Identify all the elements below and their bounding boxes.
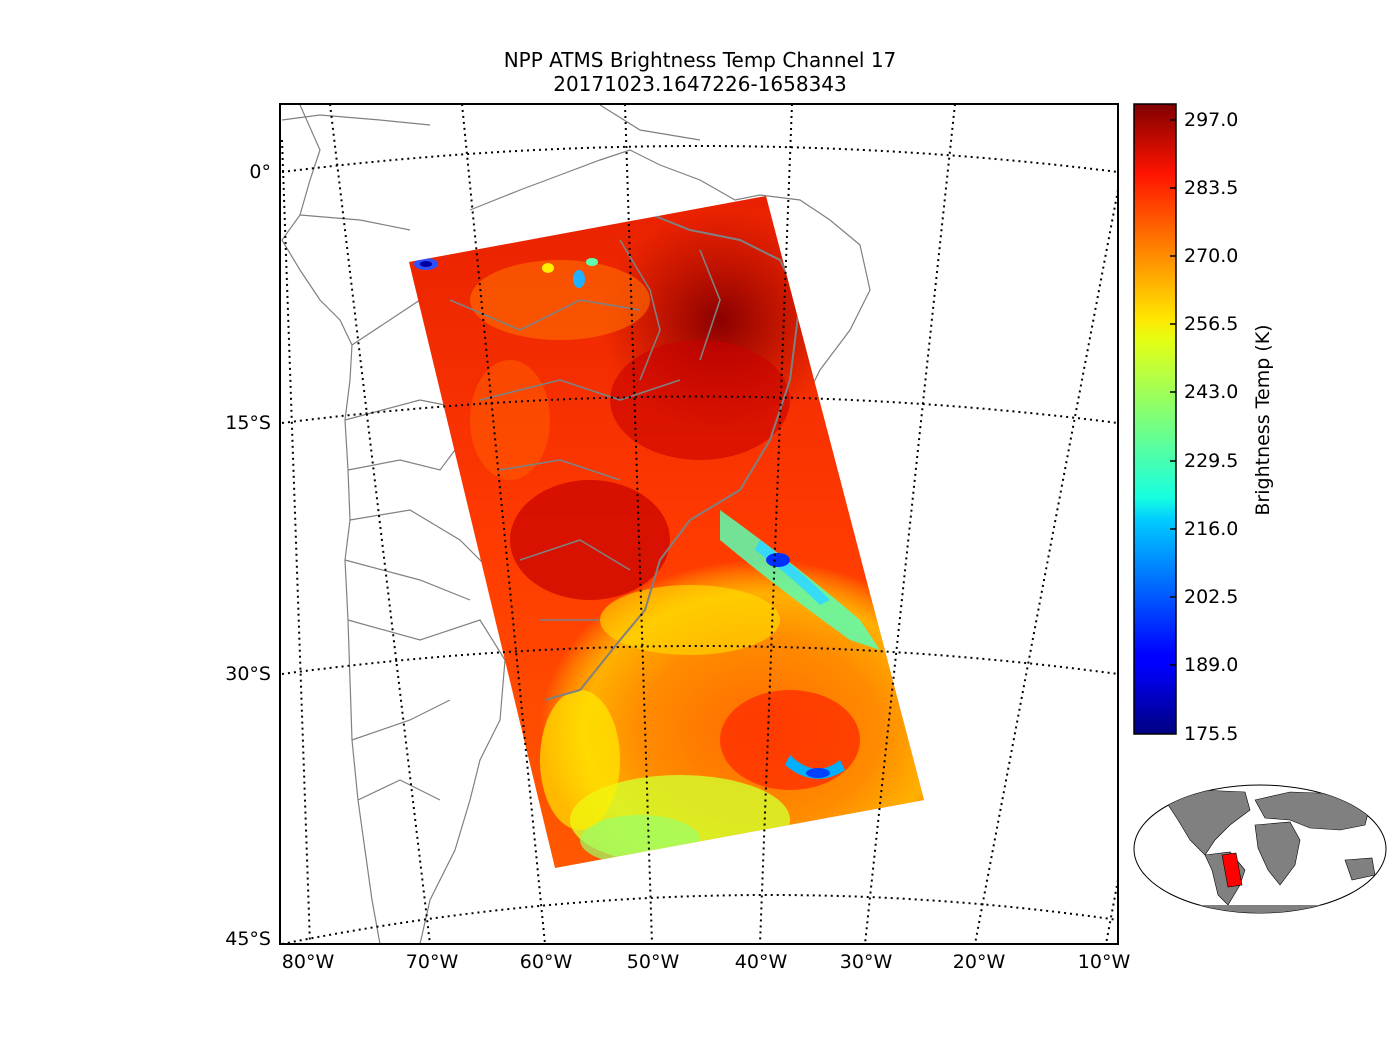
plot-subtitle-time-range: 20171023.1647226-1658343 xyxy=(553,72,847,96)
caribbean-coast xyxy=(281,104,701,141)
lon-label-50w: 50°W xyxy=(626,951,680,973)
colorbar-tick-label: 229.5 xyxy=(1184,450,1239,472)
locator-inset-map xyxy=(1133,784,1387,914)
lon-label-60w: 60°W xyxy=(519,951,573,973)
lat-label-0: 0° xyxy=(249,161,271,183)
meridian-40w xyxy=(759,104,793,944)
parallel-30s xyxy=(281,645,1118,675)
colorbar-ticks xyxy=(1170,119,1176,666)
plot-title: NPP ATMS Brightness Temp Channel 17 xyxy=(503,48,897,72)
colorbar-tick-label: 189.0 xyxy=(1184,654,1239,676)
lon-label-80w: 80°W xyxy=(281,951,335,973)
colorbar-tick-label: 256.5 xyxy=(1184,313,1239,335)
lon-label-70w: 70°W xyxy=(405,951,459,973)
meridian-50w xyxy=(624,104,653,944)
inset-africa xyxy=(1254,821,1301,886)
inset-swath-footprint xyxy=(1221,852,1243,888)
colorbar-tick-label: 243.0 xyxy=(1184,381,1239,403)
colorbar-tick-label: 297.0 xyxy=(1184,109,1239,131)
colorbar-title-text: Brightness Temp (K) xyxy=(1252,324,1274,516)
map-frame xyxy=(279,103,1119,945)
colorbar-tick-label: 270.0 xyxy=(1184,245,1239,267)
colorbar-tick-label: 202.5 xyxy=(1184,586,1239,608)
meridian-80w xyxy=(281,139,311,944)
meridian-20w xyxy=(974,189,1118,944)
colorbar-tick-label: 175.5 xyxy=(1184,723,1239,745)
graticule xyxy=(281,104,1118,944)
inset-antarctica xyxy=(1150,905,1370,913)
colorbar-tick-label: 283.5 xyxy=(1184,177,1239,199)
colorbar xyxy=(1133,103,1177,735)
meridian-60w xyxy=(461,104,546,944)
parallel-0 xyxy=(281,145,1118,173)
colorbar-tick-label: 216.0 xyxy=(1184,518,1239,540)
lon-label-10w: 10°W xyxy=(1077,951,1131,973)
lon-label-30w: 30°W xyxy=(839,951,893,973)
lat-label-45s: 45°S xyxy=(225,928,271,950)
lon-label-40w: 40°W xyxy=(734,951,788,973)
lon-label-20w: 20°W xyxy=(952,951,1006,973)
inset-eurasia xyxy=(1254,791,1371,831)
parallel-15s xyxy=(281,395,1118,424)
parallel-45s xyxy=(281,894,1118,944)
lat-label-30s: 30°S xyxy=(225,663,271,685)
inset-australia xyxy=(1344,857,1376,881)
lat-label-15s: 15°S xyxy=(225,412,271,434)
meridian-10w xyxy=(1105,879,1118,944)
inset-north-america xyxy=(1164,789,1251,856)
